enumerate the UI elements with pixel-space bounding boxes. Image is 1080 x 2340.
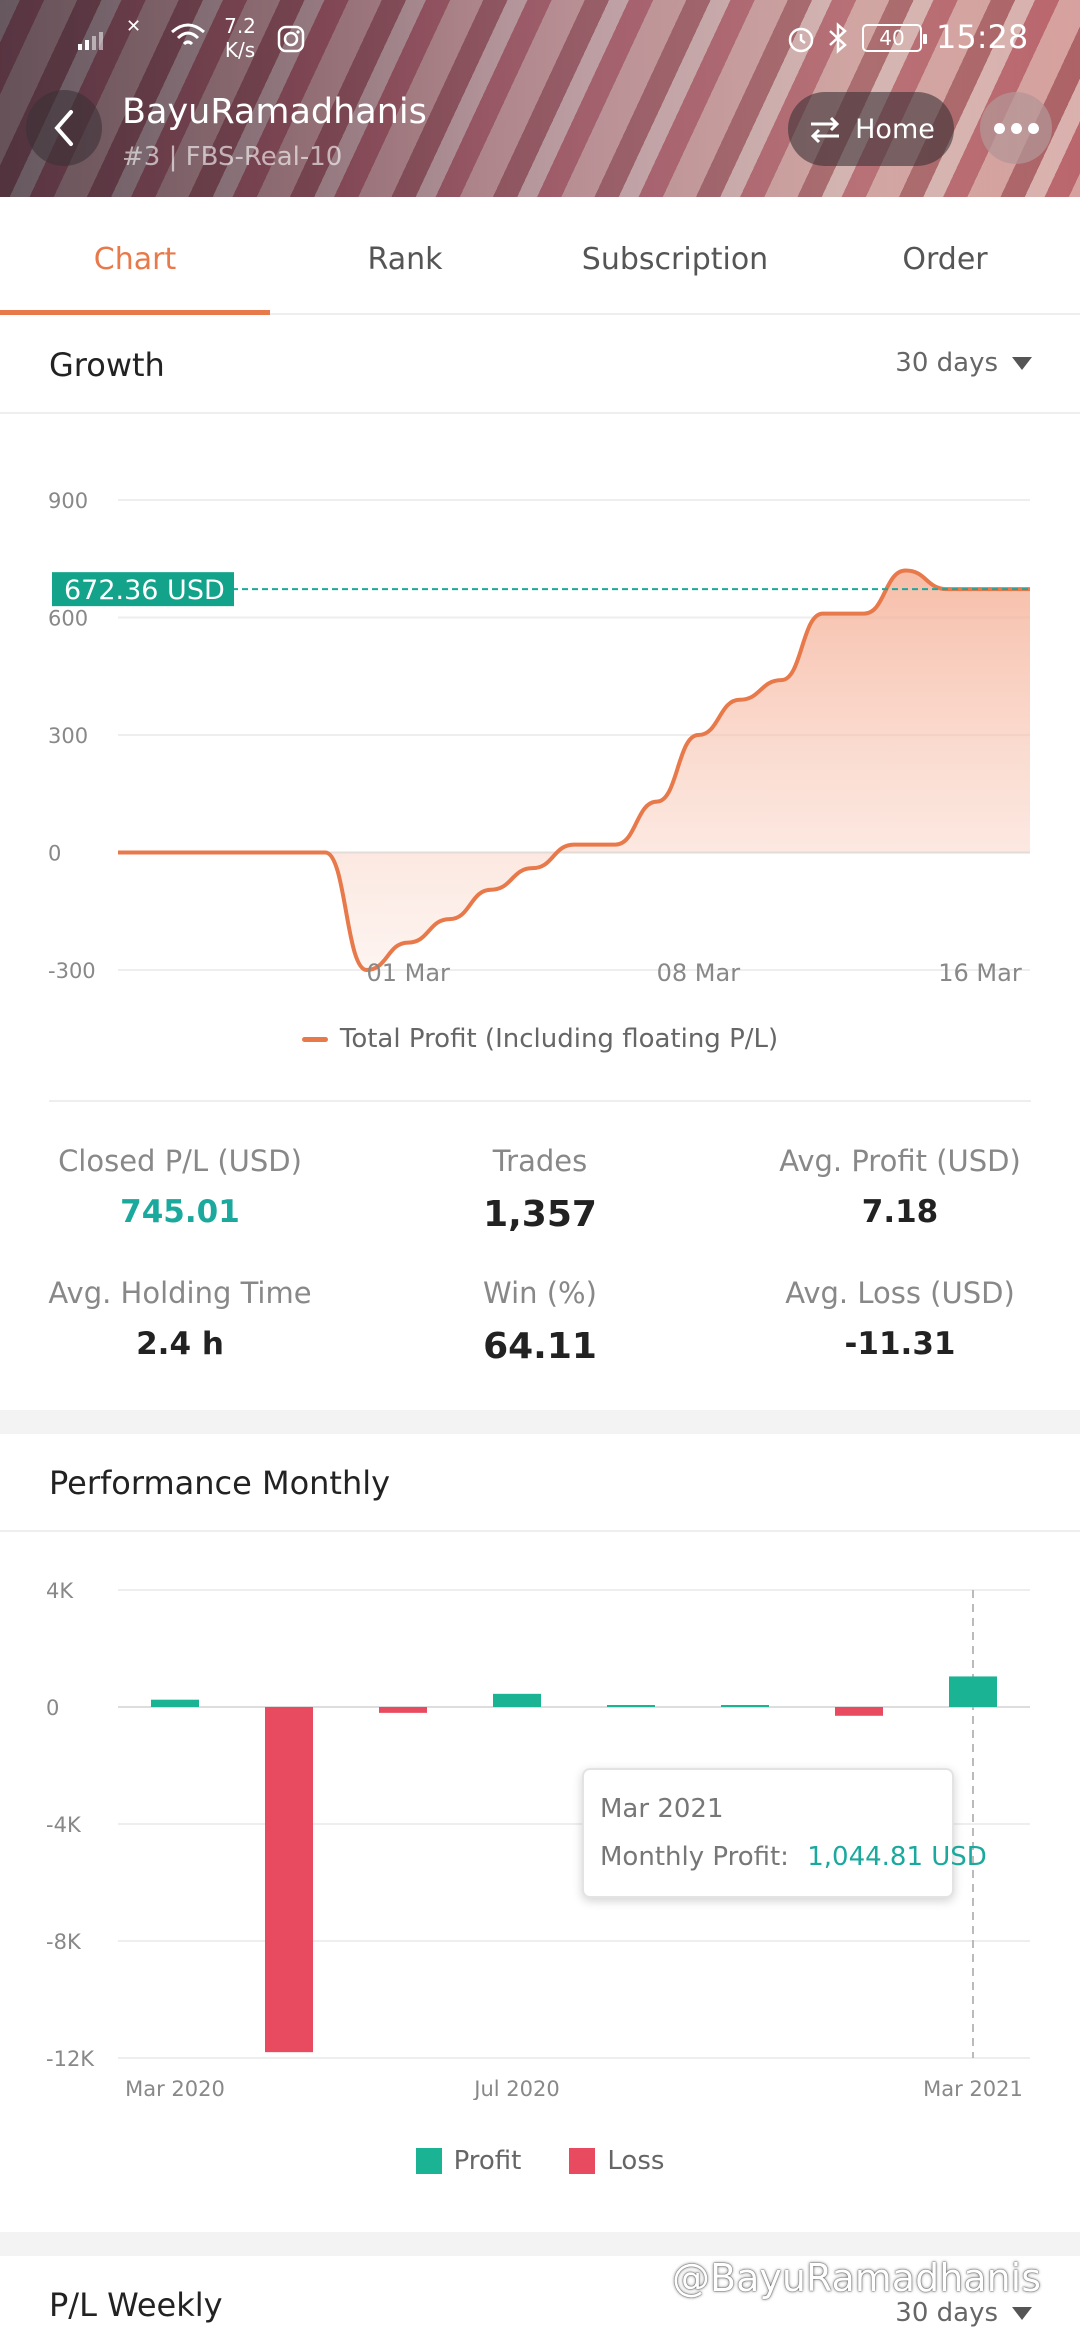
no-signal-icon: ✕ <box>126 16 142 37</box>
loss-swatch <box>569 2148 596 2174</box>
alarm-icon <box>788 27 814 53</box>
performance-legend: Profit Loss <box>0 2146 1080 2176</box>
bluetooth-icon <box>829 22 847 54</box>
y-tick-label: 300 <box>48 724 88 748</box>
tooltip-value: 1,044.81 USD <box>807 1842 987 1872</box>
x-tick-label: Mar 2021 <box>923 2077 1023 2100</box>
signal-icon <box>78 32 103 50</box>
tab-subscription[interactable]: Subscription <box>581 242 769 277</box>
growth-header: Growth 30 days <box>0 316 1080 414</box>
loss-bar <box>379 1707 427 1713</box>
weekly-header: P/L Weekly 30 days <box>0 2256 1080 2340</box>
home-button[interactable]: Home <box>788 92 954 166</box>
y-tick-label: 0 <box>46 1696 59 1720</box>
y-tick-label: 0 <box>48 842 61 866</box>
tooltip-month: Mar 2021 <box>600 1794 724 1824</box>
stat-avg-holding: Avg. Holding Time 2.4 h <box>48 1276 312 1362</box>
x-tick-label: Jul 2020 <box>472 2077 559 2100</box>
growth-title: Growth <box>49 346 165 384</box>
legend-loss[interactable]: Loss <box>569 2146 664 2176</box>
performance-chart[interactable]: 4K 0 -4K -8K -12K Mar 2020 Jul 2020 Mar 2021 <box>0 1560 1080 2100</box>
growth-legend: Total Profit (Including floating P/L) <box>0 1024 1080 1054</box>
account-subtitle: #3 | FBS-Real-10 <box>122 142 343 172</box>
stat-closed-pl: Closed P/L (USD) 745.01 <box>58 1144 302 1230</box>
tab-rank[interactable]: Rank <box>367 242 443 277</box>
y-tick-label: 4K <box>46 1579 74 1603</box>
page-title: BayuRamadhanis <box>122 92 427 132</box>
chart-tooltip: Mar 2021 Monthly Profit: 1,044.81 USD <box>582 1768 987 1898</box>
tooltip-label: Monthly Profit: <box>600 1842 789 1872</box>
x-tick-label: 08 Mar <box>657 959 741 987</box>
stat-trades: Trades 1,357 <box>483 1144 597 1235</box>
profit-bar <box>949 1676 997 1707</box>
section-divider <box>0 2232 1080 2256</box>
growth-range-select[interactable]: 30 days <box>895 348 1032 378</box>
tab-bar: Chart Rank Subscription Order <box>0 197 1080 315</box>
x-tick-label: 16 Mar <box>938 959 1022 987</box>
performance-header: Performance Monthly <box>0 1434 1080 1532</box>
instagram-icon <box>277 25 305 53</box>
section-divider <box>0 1410 1080 1434</box>
y-tick-label: -4K <box>46 1813 82 1837</box>
x-tick-label: Mar 2020 <box>125 2077 225 2100</box>
loss-bar <box>835 1707 883 1716</box>
y-tick-label: -12K <box>46 2047 95 2071</box>
performance-title: Performance Monthly <box>49 1464 391 1502</box>
chevron-left-icon <box>54 110 73 146</box>
x-tick-label: 01 Mar <box>366 959 450 987</box>
caret-down-icon <box>1012 2307 1032 2320</box>
current-value-label: 672.36 USD <box>64 575 225 606</box>
tab-chart[interactable]: Chart <box>0 197 270 315</box>
stat-avg-loss: Avg. Loss (USD) -11.31 <box>785 1276 1015 1362</box>
network-speed: 7.2 K/s <box>224 14 256 62</box>
y-tick-label: 900 <box>48 489 88 513</box>
caret-down-icon <box>1012 357 1032 370</box>
swap-icon <box>811 116 840 144</box>
y-tick-label: -8K <box>46 1930 82 1954</box>
weekly-range-select[interactable]: 30 days <box>895 2298 1032 2328</box>
battery-indicator: 40 <box>862 24 927 52</box>
more-options-button[interactable] <box>980 92 1052 164</box>
home-label: Home <box>855 113 935 145</box>
loss-bar <box>265 1707 313 2053</box>
profit-bar <box>721 1705 769 1707</box>
weekly-title: P/L Weekly <box>49 2286 223 2324</box>
series-line <box>117 568 1030 973</box>
stat-win-rate: Win (%) 64.11 <box>483 1276 597 1367</box>
status-time: 15:28 <box>936 18 1029 56</box>
profit-bar <box>607 1705 655 1707</box>
tab-order[interactable]: Order <box>902 242 988 277</box>
stat-avg-profit: Avg. Profit (USD) 7.18 <box>779 1144 1021 1230</box>
legend-label: Total Profit (Including floating P/L) <box>339 1024 779 1054</box>
y-tick-label: 600 <box>48 607 88 631</box>
profit-swatch <box>415 2148 442 2174</box>
profit-bar <box>151 1699 199 1707</box>
status-bar: ✕ 7.2 K/s 40 15:28 <box>0 14 1080 64</box>
watermark: @BayuRamadhanis <box>672 2256 1042 2300</box>
dot-icon <box>993 122 1005 134</box>
growth-chart: 900 600 300 0 -300 672.36 USD 01 Mar 08 Mar 16 M… <box>48 489 1030 987</box>
wifi-icon <box>171 23 205 46</box>
divider-line <box>49 1100 1031 1102</box>
current-value-badge <box>52 572 234 607</box>
legend-line-icon <box>301 1036 328 1042</box>
y-tick-label: -300 <box>48 959 96 983</box>
legend-profit[interactable]: Profit <box>415 2146 521 2176</box>
profit-bar <box>493 1693 541 1707</box>
back-button[interactable] <box>26 90 102 166</box>
header-banner: ✕ 7.2 K/s 40 15:28 <box>0 0 1080 197</box>
series-area <box>118 570 1030 970</box>
